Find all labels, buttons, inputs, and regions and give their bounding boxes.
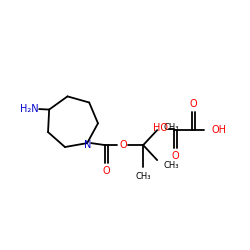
Text: HO: HO: [153, 123, 168, 133]
Text: CH₃: CH₃: [164, 160, 179, 170]
Text: O: O: [190, 99, 197, 109]
Text: OH: OH: [212, 125, 227, 135]
Text: H₂N: H₂N: [20, 104, 38, 114]
Text: N: N: [84, 140, 92, 150]
Text: O: O: [103, 166, 110, 176]
Text: O: O: [119, 140, 127, 150]
Text: CH₃: CH₃: [164, 122, 179, 132]
Text: CH₃: CH₃: [136, 172, 151, 180]
Text: O: O: [172, 151, 179, 161]
